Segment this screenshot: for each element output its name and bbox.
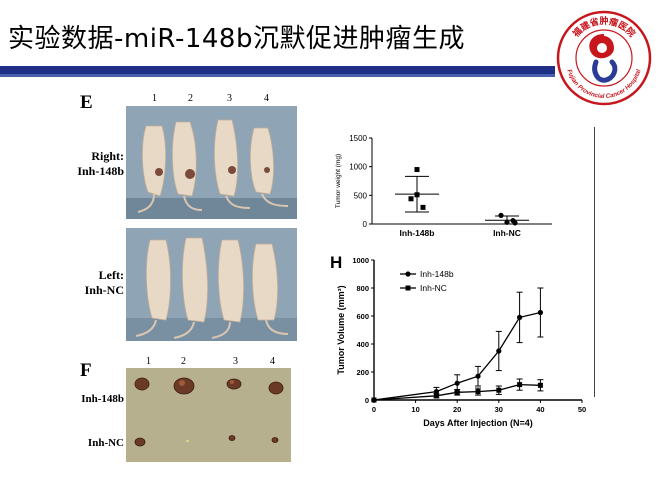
panel-divider <box>594 127 595 397</box>
data-point <box>496 387 502 393</box>
data-point <box>420 204 426 210</box>
lane-number: 1 <box>146 356 151 367</box>
y-axis-label: Tumor Volume (mm³) <box>336 285 346 374</box>
y-tick-label: 200 <box>356 368 369 377</box>
lane-number: 4 <box>270 356 275 367</box>
data-point <box>517 314 523 320</box>
tumor-row-label: Inh-NC <box>87 437 124 449</box>
x-axis-label: Days After Injection (N=4) <box>423 418 532 428</box>
data-point <box>517 382 523 388</box>
y-tick-label: 1000 <box>352 256 369 265</box>
data-point <box>496 348 502 354</box>
slide-title: 实验数据-miR-148b沉默促进肿瘤生成 <box>8 24 465 54</box>
mice-photo-left <box>126 228 297 341</box>
data-point <box>371 397 377 403</box>
data-point <box>537 382 543 388</box>
data-point <box>408 196 414 202</box>
y-tick-label: 600 <box>356 312 369 321</box>
x-tick-label: 0 <box>372 405 376 414</box>
row-label-line: Inh-NC <box>84 283 124 297</box>
legend-label: Inh-NC <box>420 283 447 293</box>
data-point <box>414 167 420 173</box>
legend-marker <box>405 285 411 291</box>
x-tick-label: 20 <box>453 405 461 414</box>
data-point <box>475 389 481 395</box>
lane-number: 2 <box>188 93 193 104</box>
tumor-photo <box>126 368 291 462</box>
mice-photo-right <box>126 106 297 219</box>
data-point <box>433 389 439 395</box>
row-label-line: Inh-148b <box>77 164 124 178</box>
x-tick-label: 30 <box>495 405 503 414</box>
row-label-line: Right: <box>91 149 124 163</box>
lane-number: 3 <box>227 93 232 104</box>
y-tick-label: 0 <box>363 220 368 229</box>
tumor-weight-chart: 0 500 1000 1500 Tumor weight (mg) Inh-148b Inh… <box>335 134 552 238</box>
data-point <box>454 380 460 386</box>
row-label-right: Right: Inh-148b <box>72 149 124 179</box>
x-tick-label: 50 <box>578 405 586 414</box>
panel-letter-f: F <box>80 360 92 381</box>
y-tick-label: 500 <box>354 191 368 200</box>
lane-number: 2 <box>181 356 186 367</box>
legend-label: Inh-148b <box>420 269 454 279</box>
data-point <box>537 309 543 316</box>
x-tick-label: 10 <box>411 405 419 414</box>
category-label: Inh-NC <box>493 228 521 238</box>
lane-number: 4 <box>264 93 269 104</box>
x-tick-label: 40 <box>536 405 544 414</box>
row-label-line: Left: <box>98 268 124 282</box>
data-point <box>433 393 439 399</box>
y-tick-label: 400 <box>356 340 369 349</box>
y-tick-label: 0 <box>365 396 369 405</box>
data-point <box>475 373 481 379</box>
data-point <box>512 220 518 226</box>
tumor-row-label: Inh-148b <box>81 393 124 405</box>
tumor-volume-chart: H 0 200 400 600 800 1000 0 10 20 30 40 50 Days After … <box>330 253 586 428</box>
row-label-left: Left: Inh-NC <box>72 268 124 298</box>
data-point <box>454 389 460 395</box>
title-underline-bar <box>0 66 555 77</box>
hospital-logo: 福建省肿瘤医院 Fujian Provincial Cancer Hospita… <box>556 10 652 106</box>
logo-emblem-icon <box>589 34 618 83</box>
y-tick-label: 1000 <box>349 163 367 172</box>
lane-number: 1 <box>152 93 157 104</box>
legend-marker <box>405 271 411 277</box>
lane-number: 3 <box>233 356 238 367</box>
data-point <box>498 212 504 218</box>
y-tick-label: 800 <box>356 284 369 293</box>
y-axis-label: Tumor weight (mg) <box>335 154 342 208</box>
category-label: Inh-148b <box>400 228 435 238</box>
panel-letter-e: E <box>80 92 93 113</box>
y-tick-label: 1500 <box>349 134 367 143</box>
panel-letter-h: H <box>330 253 342 272</box>
